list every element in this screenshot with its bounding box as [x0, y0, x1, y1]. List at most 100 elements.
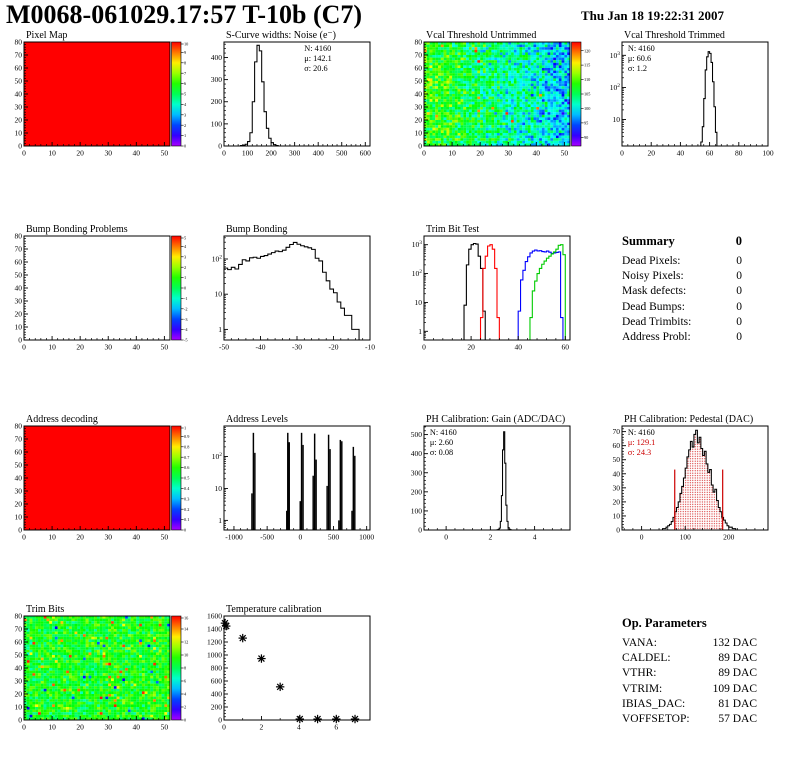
svg-text:40: 40	[133, 149, 141, 158]
panel-row: VTHR: 89 DAC	[622, 666, 757, 681]
plot-address-levels: -1000 -500 0 500 1000 1 10 102 Address Levels	[200, 412, 400, 560]
svg-text:4: 4	[533, 533, 537, 542]
address-decoding-svg: 0 10 20 30 40 50 0 10 20 30 40 50 60 70 80 0 0.1 0.2 0.3 0.…	[15, 414, 191, 542]
svg-text:20: 20	[476, 149, 484, 158]
svg-text:100: 100	[242, 149, 254, 158]
svg-text:μ: 60.6: μ: 60.6	[628, 54, 651, 63]
svg-text:120: 120	[584, 48, 590, 53]
svg-text:0.9: 0.9	[184, 434, 189, 439]
svg-text:σ: 1.2: σ: 1.2	[628, 64, 647, 73]
panel-row: VOFFSETOP: 57 DAC	[622, 712, 757, 727]
svg-text:-4: -4	[184, 327, 188, 332]
svg-text:6: 6	[184, 81, 187, 86]
svg-text:600: 600	[360, 149, 372, 158]
svg-text:500: 500	[336, 149, 348, 158]
row-value: 0	[736, 255, 742, 267]
pixel-map-svg: 0 10 20 30 40 50 0 10 20 30 40 50 60 70 80 0 1 2 3 4 5 6 7 8 9 10…	[15, 30, 189, 158]
panel-row: Dead Pixels: 0	[622, 254, 742, 269]
svg-text:10: 10	[48, 343, 56, 352]
svg-text:N: 4160: N: 4160	[304, 44, 331, 53]
svg-text:Bump Bonding: Bump Bonding	[226, 224, 287, 235]
svg-text:-10: -10	[365, 343, 375, 352]
svg-text:N: 4160: N: 4160	[628, 428, 655, 437]
plot-bump-bonding: -50 -40 -30 -20 -10 1 10 102 Bump Bonding	[200, 222, 400, 370]
svg-text:σ: 0.08: σ: 0.08	[430, 448, 453, 457]
svg-text:Trim Bit Test: Trim Bit Test	[426, 224, 479, 235]
svg-text:500: 500	[411, 430, 423, 439]
svg-text:103: 103	[610, 51, 621, 60]
svg-text:10: 10	[613, 115, 621, 124]
summary-rows: Dead Pixels: 0 Noisy Pixels: 0 Mask defects:…	[622, 254, 742, 345]
svg-text:10: 10	[448, 149, 456, 158]
svg-text:90: 90	[584, 135, 588, 140]
svg-text:10: 10	[215, 484, 223, 493]
row-label: Noisy Pixels:	[622, 270, 684, 283]
row-label: VTHR:	[622, 667, 657, 680]
svg-text:10: 10	[15, 323, 23, 332]
plot-ph-calibration-gain: 0 2 4 0 100 200 300 400 500 N: 4160 μ: 2.60 σ: 0.08…	[400, 412, 600, 560]
svg-text:0: 0	[418, 142, 422, 151]
svg-text:2: 2	[184, 123, 186, 128]
svg-text:60: 60	[613, 441, 621, 450]
svg-text:10: 10	[415, 129, 423, 138]
summary-title: Summary	[622, 234, 675, 248]
plot-scurve-noise: 0 100 200 300 400 500 600 0 100 200 300 400 N: 4160 μ…	[200, 28, 400, 176]
svg-text:60: 60	[562, 343, 570, 352]
svg-text:9: 9	[184, 50, 186, 55]
svg-text:10: 10	[48, 533, 56, 542]
trim-bits-svg: 0 10 20 30 40 5001020304050607080024681012141…	[15, 604, 190, 732]
svg-text:20: 20	[76, 343, 84, 352]
page-title: M0068-061029.17:57 T-10b (C7)	[6, 0, 363, 29]
svg-text:30: 30	[415, 103, 423, 112]
bump-bonding-svg: -50 -40 -30 -20 -10 1 10 102 Bump Bonding	[212, 224, 375, 352]
svg-text:10: 10	[184, 42, 188, 47]
svg-text:100: 100	[680, 533, 692, 542]
op-parameters-title: Op. Parameters	[622, 616, 707, 630]
row-value: 0	[736, 315, 742, 328]
svg-text:100: 100	[762, 149, 774, 158]
svg-text:80: 80	[15, 422, 23, 431]
row-label: Dead Bumps:	[622, 300, 685, 313]
svg-text:70: 70	[415, 51, 423, 60]
svg-text:0: 0	[184, 286, 186, 291]
svg-text:-30: -30	[292, 343, 302, 352]
svg-text:60: 60	[15, 448, 23, 457]
svg-text:0: 0	[640, 533, 644, 542]
panel-row: Mask defects: 0	[622, 284, 742, 299]
panel-row: Dead Trimbits: 0	[622, 315, 742, 330]
row-label: Mask defects:	[622, 285, 687, 298]
row-value: 89 DAC	[718, 667, 757, 680]
svg-text:400: 400	[411, 449, 423, 458]
row-label: VOFFSETOP:	[622, 713, 690, 726]
svg-text:40: 40	[15, 284, 23, 293]
svg-text:30: 30	[613, 483, 621, 492]
svg-text:0.7: 0.7	[184, 455, 190, 460]
svg-text:-20: -20	[329, 343, 339, 352]
op-parameters-panel: Op. Parameters VANA: 132 DAC CALDEL: 89 DAC…	[622, 616, 757, 727]
svg-text:0.4: 0.4	[184, 486, 190, 491]
row-label: Dead Pixels:	[622, 255, 681, 267]
svg-text:Address Levels: Address Levels	[226, 414, 288, 425]
bump-problems-svg: 0 10 20 30 40 50 0 10 20 30 40 50 60 70 80 -5 -4 -3 -2 -1 0 1…	[15, 224, 189, 352]
svg-text:200: 200	[265, 149, 277, 158]
svg-text:20: 20	[76, 149, 84, 158]
svg-text:50: 50	[161, 533, 169, 542]
svg-text:20: 20	[613, 497, 621, 506]
svg-text:3: 3	[184, 112, 186, 117]
vcal-untrimmed-svg: 0 10 20 30 40 50 0 10 20 30 40 50 60 70 80 90 95 100 105 11…	[415, 30, 591, 158]
svg-text:200: 200	[411, 487, 423, 496]
svg-text:10: 10	[613, 511, 621, 520]
svg-text:102: 102	[412, 269, 423, 278]
row-value: 81 DAC	[718, 697, 757, 710]
svg-text:-40: -40	[256, 343, 266, 352]
svg-text:S-Curve widths: Noise (e⁻): S-Curve widths: Noise (e⁻)	[226, 30, 336, 41]
svg-text:500: 500	[328, 533, 340, 542]
op-parameters-rows: VANA: 132 DAC CALDEL: 89 DAC VTHR: 89 DAC VTRI…	[622, 636, 757, 727]
svg-text:300: 300	[411, 468, 423, 477]
svg-text:30: 30	[15, 103, 23, 112]
svg-text:10: 10	[15, 513, 23, 522]
svg-text:40: 40	[15, 474, 23, 483]
svg-text:105: 105	[584, 92, 590, 97]
svg-text:0: 0	[18, 526, 22, 535]
panel-row: VANA: 132 DAC	[622, 636, 757, 651]
